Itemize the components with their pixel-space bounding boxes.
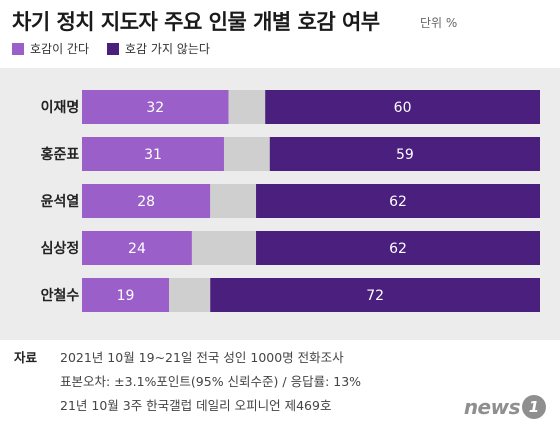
legend-swatch-like	[12, 42, 24, 55]
legend-swatch-dislike	[107, 42, 120, 55]
logo-mark: 1	[522, 395, 546, 419]
chart-title: 차기 정치 지도자 주요 인물 개별 호감 여부	[12, 10, 380, 34]
data-label-dislike: 62	[389, 241, 407, 257]
bar-like	[82, 278, 170, 312]
legend-item-like: 호감이 간다	[12, 40, 89, 57]
data-label-like: 28	[137, 194, 155, 210]
legend: 호감이 간다 호감 가지 않는다	[12, 40, 210, 57]
bar-neutral	[169, 278, 211, 312]
unit-label: 단위 %	[420, 16, 458, 30]
bar-chart: 이재명 32 60 홍준표 31 59 윤석열 28 62 심상정 24 62 안철수 19 72	[41, 90, 541, 312]
category-label: 심상정	[41, 240, 80, 257]
bar-dislike	[269, 137, 540, 171]
category-label: 이재명	[41, 99, 80, 116]
bar-dislike	[256, 231, 540, 265]
news1-logo: news 1	[464, 395, 546, 419]
bar-like	[82, 90, 229, 124]
logo-text: news	[463, 395, 521, 419]
legend-label-dislike: 호감 가지 않는다	[125, 42, 210, 56]
bar-dislike	[256, 184, 540, 218]
bar-dislike	[210, 278, 541, 312]
bar-like	[82, 231, 192, 265]
category-label: 홍준표	[41, 146, 80, 163]
data-label-dislike: 60	[394, 100, 412, 116]
bar-like	[82, 184, 211, 218]
data-label-dislike: 59	[396, 147, 414, 163]
bar-dislike	[265, 90, 540, 124]
category-label: 안철수	[41, 287, 80, 304]
bar-neutral	[223, 137, 270, 171]
bar-neutral	[228, 90, 266, 124]
data-label-like: 32	[146, 100, 164, 116]
source-label: 자료	[14, 350, 38, 365]
data-label-like: 24	[128, 241, 146, 257]
data-label-like: 19	[117, 288, 135, 304]
bar-like	[82, 137, 224, 171]
legend-item-dislike: 호감 가지 않는다	[107, 40, 210, 57]
legend-label-like: 호감이 간다	[30, 42, 90, 56]
data-label-like: 31	[144, 147, 162, 163]
footer: 자료 2021년 10월 19~21일 전국 성인 1000명 전화조사 표본오…	[14, 346, 361, 418]
source-line-3: 21년 10월 3주 한국갤럽 데일리 오피니언 제469호	[60, 398, 332, 413]
source-line-2: 표본오차: ±3.1%포인트(95% 신뢰수준) / 응답률: 13%	[60, 374, 362, 389]
data-label-dislike: 62	[389, 194, 407, 210]
data-label-dislike: 72	[366, 288, 384, 304]
source-line-1: 2021년 10월 19~21일 전국 성인 1000명 전화조사	[60, 350, 344, 365]
bar-neutral	[191, 231, 257, 265]
bar-neutral	[210, 184, 257, 218]
category-label: 윤석열	[41, 193, 80, 210]
